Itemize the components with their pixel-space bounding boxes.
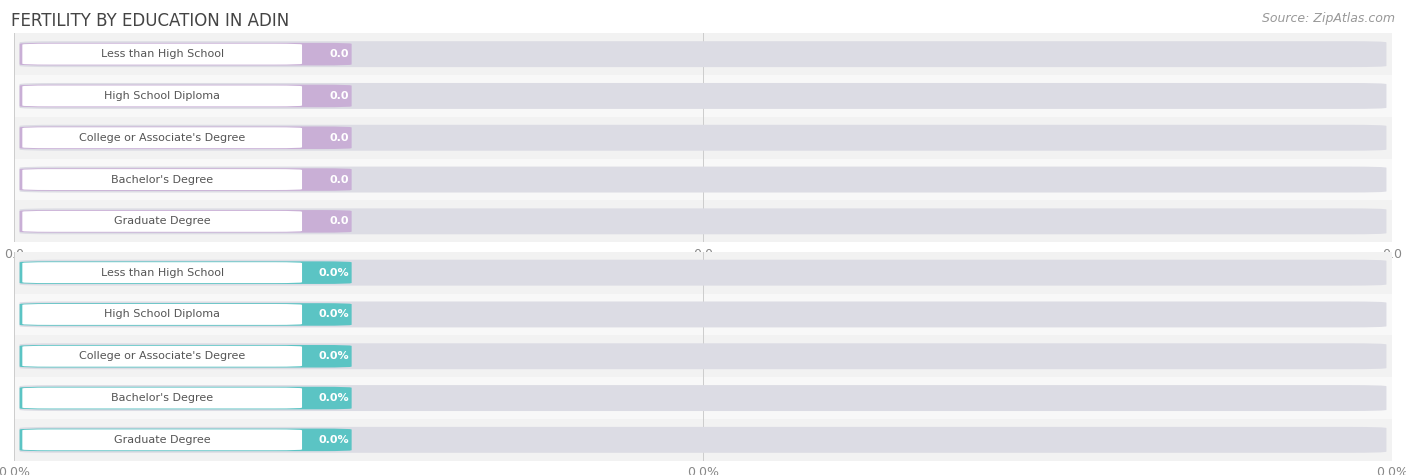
FancyBboxPatch shape bbox=[20, 343, 1386, 369]
FancyBboxPatch shape bbox=[20, 428, 352, 451]
Text: 0.0%: 0.0% bbox=[318, 309, 349, 320]
FancyBboxPatch shape bbox=[20, 260, 1386, 285]
FancyBboxPatch shape bbox=[22, 429, 302, 450]
FancyBboxPatch shape bbox=[22, 169, 302, 190]
FancyBboxPatch shape bbox=[20, 302, 1386, 327]
FancyBboxPatch shape bbox=[20, 125, 1386, 151]
Bar bbox=[14, 159, 1392, 200]
Bar bbox=[14, 419, 1392, 461]
Text: Bachelor's Degree: Bachelor's Degree bbox=[111, 174, 214, 185]
FancyBboxPatch shape bbox=[20, 210, 352, 233]
Text: 0.0: 0.0 bbox=[329, 91, 349, 101]
Text: College or Associate's Degree: College or Associate's Degree bbox=[79, 351, 245, 361]
FancyBboxPatch shape bbox=[20, 261, 352, 284]
Bar bbox=[14, 252, 1392, 294]
Text: High School Diploma: High School Diploma bbox=[104, 91, 221, 101]
FancyBboxPatch shape bbox=[20, 167, 1386, 192]
Bar bbox=[14, 117, 1392, 159]
FancyBboxPatch shape bbox=[20, 168, 352, 191]
Text: Graduate Degree: Graduate Degree bbox=[114, 435, 211, 445]
FancyBboxPatch shape bbox=[22, 86, 302, 106]
Text: 0.0%: 0.0% bbox=[318, 393, 349, 403]
Text: Graduate Degree: Graduate Degree bbox=[114, 216, 211, 227]
Text: 0.0: 0.0 bbox=[329, 133, 349, 143]
FancyBboxPatch shape bbox=[22, 346, 302, 367]
Bar bbox=[14, 75, 1392, 117]
Text: Less than High School: Less than High School bbox=[101, 49, 224, 59]
Bar bbox=[14, 200, 1392, 242]
Text: Bachelor's Degree: Bachelor's Degree bbox=[111, 393, 214, 403]
FancyBboxPatch shape bbox=[20, 387, 352, 409]
Text: FERTILITY BY EDUCATION IN ADIN: FERTILITY BY EDUCATION IN ADIN bbox=[11, 12, 290, 30]
FancyBboxPatch shape bbox=[20, 427, 1386, 453]
Text: 0.0: 0.0 bbox=[329, 216, 349, 227]
Text: High School Diploma: High School Diploma bbox=[104, 309, 221, 320]
FancyBboxPatch shape bbox=[20, 126, 352, 149]
Text: 0.0%: 0.0% bbox=[318, 351, 349, 361]
FancyBboxPatch shape bbox=[20, 85, 352, 107]
Text: 0.0: 0.0 bbox=[329, 49, 349, 59]
FancyBboxPatch shape bbox=[20, 385, 1386, 411]
Text: Source: ZipAtlas.com: Source: ZipAtlas.com bbox=[1261, 12, 1395, 25]
FancyBboxPatch shape bbox=[22, 44, 302, 65]
FancyBboxPatch shape bbox=[22, 262, 302, 283]
FancyBboxPatch shape bbox=[20, 345, 352, 368]
Text: 0.0%: 0.0% bbox=[318, 435, 349, 445]
FancyBboxPatch shape bbox=[20, 41, 1386, 67]
FancyBboxPatch shape bbox=[22, 388, 302, 408]
FancyBboxPatch shape bbox=[22, 304, 302, 325]
FancyBboxPatch shape bbox=[20, 43, 352, 66]
FancyBboxPatch shape bbox=[22, 127, 302, 148]
Text: 0.0: 0.0 bbox=[329, 174, 349, 185]
Text: 0.0%: 0.0% bbox=[318, 267, 349, 278]
Text: College or Associate's Degree: College or Associate's Degree bbox=[79, 133, 245, 143]
Bar bbox=[14, 294, 1392, 335]
FancyBboxPatch shape bbox=[22, 211, 302, 232]
Text: Less than High School: Less than High School bbox=[101, 267, 224, 278]
FancyBboxPatch shape bbox=[20, 303, 352, 326]
FancyBboxPatch shape bbox=[20, 209, 1386, 234]
Bar bbox=[14, 335, 1392, 377]
Bar bbox=[14, 33, 1392, 75]
Bar bbox=[14, 377, 1392, 419]
FancyBboxPatch shape bbox=[20, 83, 1386, 109]
